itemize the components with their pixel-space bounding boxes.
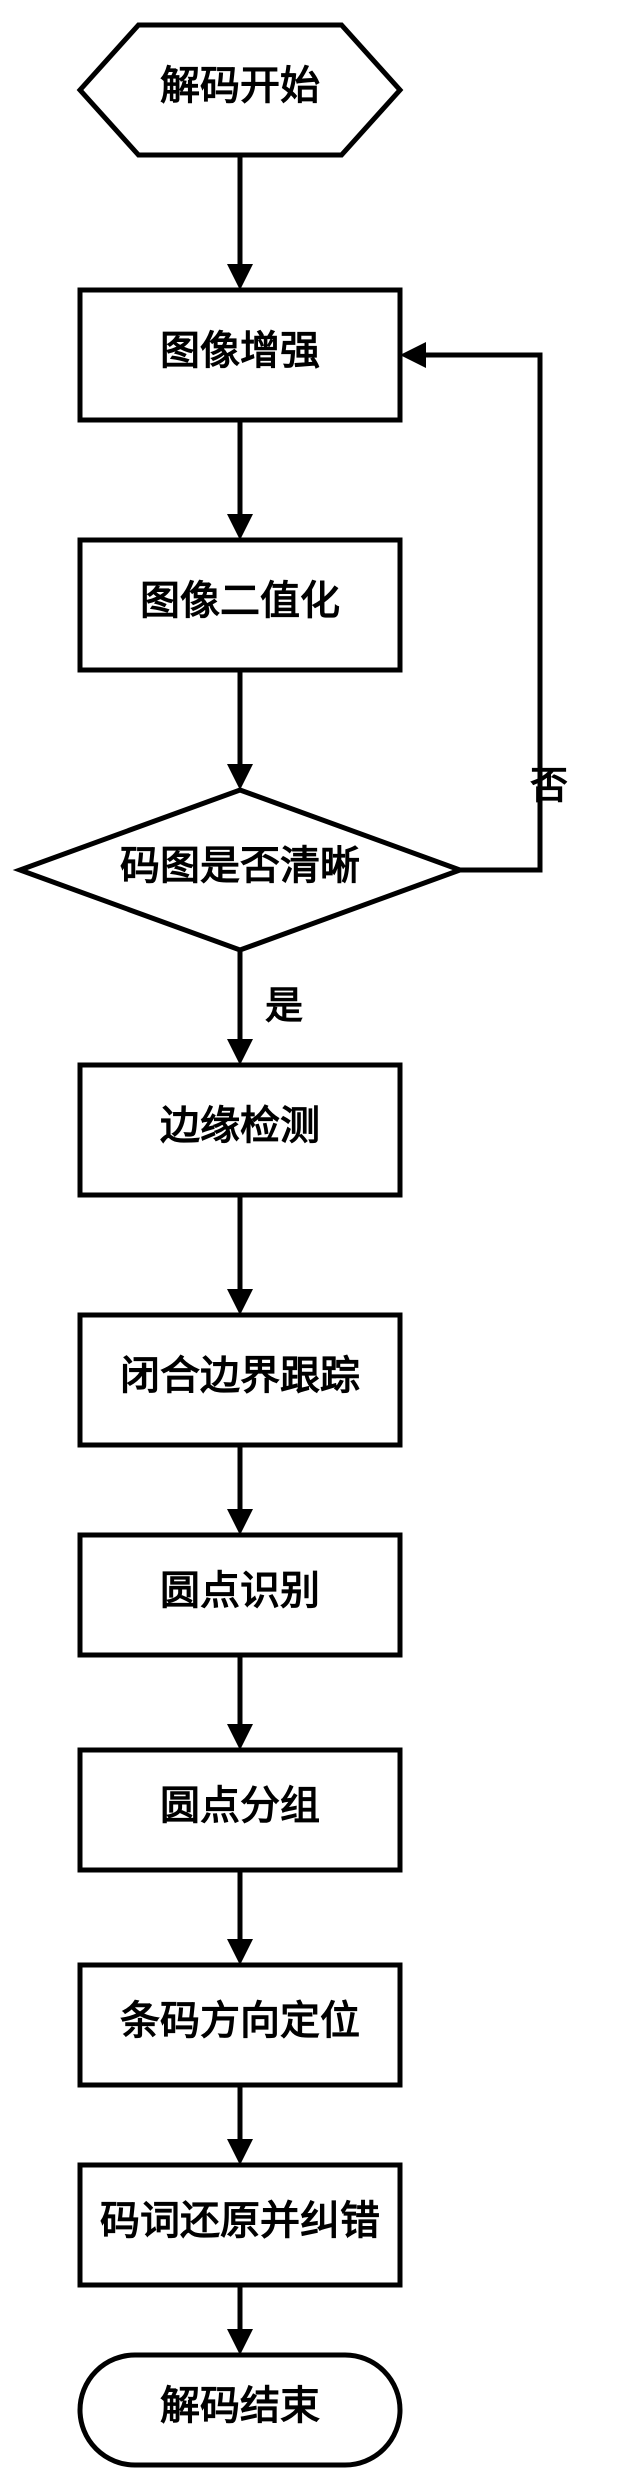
arrow-head	[227, 1289, 253, 1315]
node-label: 解码开始	[160, 63, 320, 108]
edge-label: 是	[265, 986, 303, 1028]
node-dotrec: 圆点识别	[80, 1535, 400, 1655]
node-clear: 码图是否清晰	[20, 790, 460, 950]
node-label: 码图是否清晰	[120, 843, 360, 888]
node-label: 边缘检测	[160, 1103, 320, 1148]
arrow-head	[227, 1724, 253, 1750]
node-label: 圆点分组	[160, 1783, 320, 1828]
arrow-head	[227, 514, 253, 540]
arrow-head	[227, 1939, 253, 1965]
node-enhance: 图像增强	[80, 290, 400, 420]
node-restore: 码词还原并纠错	[80, 2165, 400, 2285]
arrow-head	[400, 342, 426, 368]
arrow-head	[227, 1509, 253, 1535]
node-start: 解码开始	[80, 25, 400, 155]
node-label: 图像增强	[160, 328, 320, 373]
edge-feedback	[424, 355, 540, 870]
node-label: 条码方向定位	[120, 1998, 360, 2043]
node-binarize: 图像二值化	[80, 540, 400, 670]
node-edge: 边缘检测	[80, 1065, 400, 1195]
edge-label: 否	[530, 766, 568, 808]
node-track: 闭合边界跟踪	[80, 1315, 400, 1445]
node-label: 圆点识别	[160, 1568, 320, 1613]
arrow-head	[227, 2139, 253, 2165]
node-dotgrp: 圆点分组	[80, 1750, 400, 1870]
node-label: 闭合边界跟踪	[120, 1353, 360, 1398]
arrow-head	[227, 264, 253, 290]
node-end: 解码结束	[80, 2355, 400, 2465]
node-label: 码词还原并纠错	[100, 2198, 380, 2243]
node-orient: 条码方向定位	[80, 1965, 400, 2085]
node-label: 解码结束	[160, 2383, 320, 2428]
node-label: 图像二值化	[140, 578, 340, 623]
arrow-head	[227, 1039, 253, 1065]
arrow-head	[227, 2329, 253, 2355]
arrow-head	[227, 764, 253, 790]
